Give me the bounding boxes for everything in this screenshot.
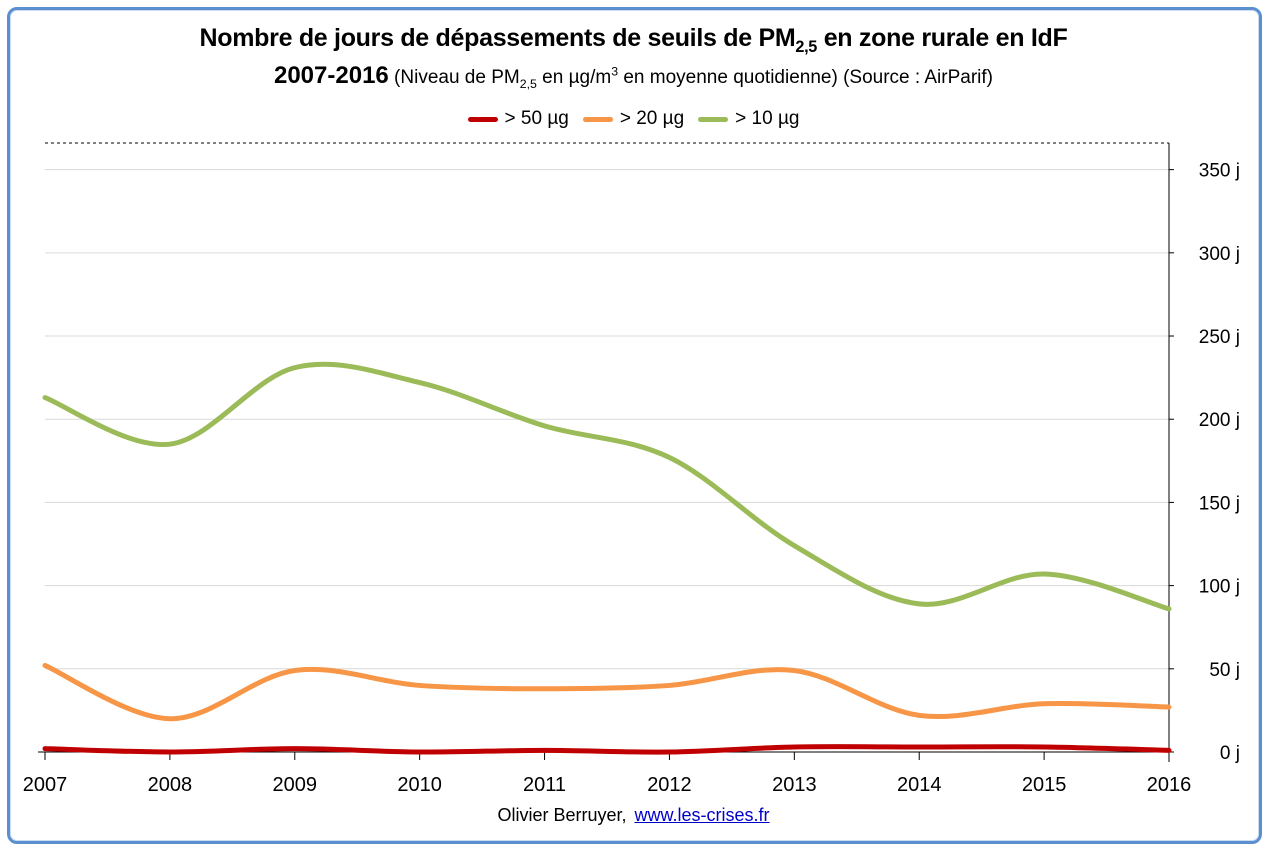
title-years: 2007-2016 <box>273 62 389 89</box>
y-tick-label: 0 j <box>1220 743 1240 764</box>
x-tick-label: 2007 <box>23 774 68 796</box>
subtitle-subscript: 2,5 <box>519 76 537 91</box>
subtitle-part-b: en µg/m <box>536 67 612 88</box>
footer-link[interactable]: www.les-crises.fr <box>634 805 770 825</box>
series-line-2 <box>42 662 1172 722</box>
legend-label: > 50 µg <box>504 108 569 129</box>
x-tick-label: 2011 <box>523 774 566 796</box>
footer: Olivier Berruyer, www.les-crises.fr <box>0 805 1267 826</box>
chart-title: Nombre de jours de dépassements de seuil… <box>0 24 1267 56</box>
subtitle-part-c: en moyenne quotidienne) (Source : AirPar… <box>618 67 994 88</box>
title-main-suffix: en zone rurale en IdF <box>817 24 1068 52</box>
legend-item: > 50 µg <box>467 108 569 130</box>
chart-subtitle: 2007-2016 (Niveau de PM2,5 en µg/m3 en m… <box>0 62 1267 90</box>
y-tick-label: 350 j <box>1199 161 1240 182</box>
x-tick-label: 2016 <box>1147 774 1192 796</box>
legend-label: > 20 µg <box>619 108 685 129</box>
subtitle-superscript: 3 <box>611 64 619 79</box>
x-tick-label: 2015 <box>1022 774 1067 796</box>
y-tick-label: 200 j <box>1199 410 1240 431</box>
chart-legend: > 50 µg > 20 µg > 10 µg <box>0 108 1267 130</box>
title-main-text: Nombre de jours de dépassements de seuil… <box>199 24 796 52</box>
x-tick-label: 2012 <box>647 774 692 796</box>
x-tick-label: 2014 <box>897 774 942 796</box>
x-tick-label: 2010 <box>397 774 442 796</box>
x-tick-label: 2013 <box>772 774 817 796</box>
y-tick-label: 150 j <box>1199 493 1240 514</box>
y-tick-label: 100 j <box>1199 577 1240 598</box>
subtitle-part-a: (Niveau de PM <box>388 67 520 88</box>
legend-swatch <box>467 116 498 122</box>
legend-swatch <box>698 116 729 122</box>
legend-item: > 20 µg <box>582 108 685 130</box>
x-tick-label: 2009 <box>273 774 318 796</box>
x-tick-label: 2008 <box>148 774 193 796</box>
legend-swatch <box>582 116 613 122</box>
title-main-subscript: 2,5 <box>795 38 818 56</box>
y-tick-label: 250 j <box>1199 327 1240 348</box>
y-tick-label: 300 j <box>1199 244 1240 265</box>
legend-label: > 10 µg <box>735 108 800 129</box>
series-line-1 <box>42 744 1172 755</box>
series-line-3 <box>42 361 1172 612</box>
y-tick-label: 50 j <box>1209 660 1240 681</box>
footer-author: Olivier Berruyer, <box>497 805 627 825</box>
legend-item: > 10 µg <box>698 108 799 130</box>
